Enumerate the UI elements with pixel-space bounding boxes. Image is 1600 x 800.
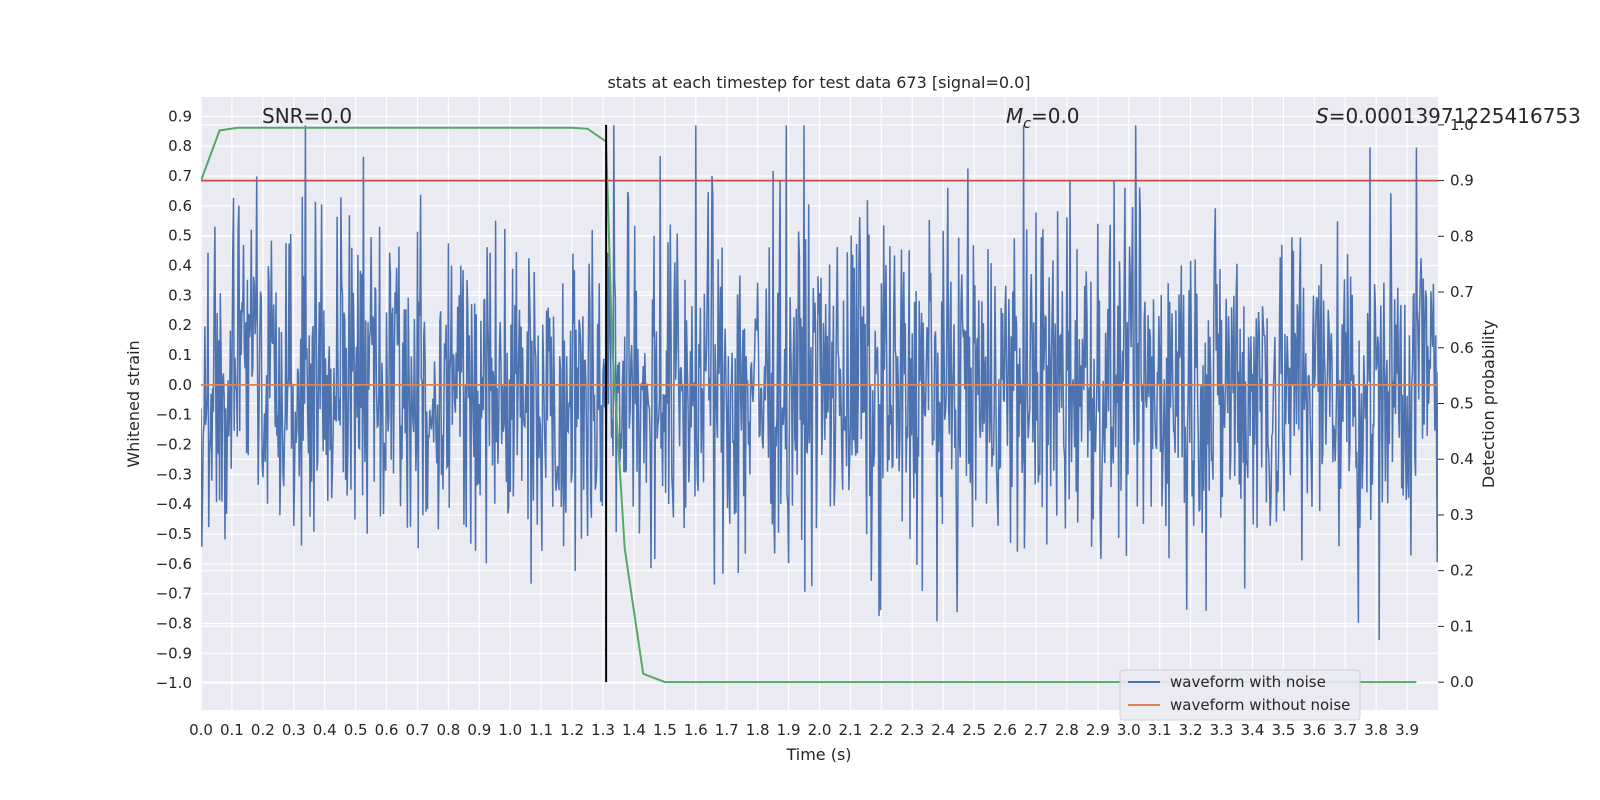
s-symbol: S xyxy=(1316,104,1329,128)
y-tick-label: −0.3 xyxy=(156,465,192,483)
x-tick-label: 3.3 xyxy=(1210,721,1234,739)
detection-probability-line xyxy=(201,126,1417,684)
x-tick-label: 0.3 xyxy=(282,721,306,739)
y-tick-label: −0.1 xyxy=(156,406,192,424)
x-tick-label: 1.3 xyxy=(591,721,615,739)
x-tick-label: 2.6 xyxy=(993,721,1017,739)
x-tick-label: 1.4 xyxy=(622,721,646,739)
x-tick-label: 2.3 xyxy=(900,721,924,739)
x-tick-label: 2.8 xyxy=(1055,721,1079,739)
x-tick-label: 3.8 xyxy=(1364,721,1388,739)
y-tick-label: −0.5 xyxy=(156,525,192,543)
y2-tick-label: 0.6 xyxy=(1450,339,1474,357)
x-tick-label: 0.6 xyxy=(375,721,399,739)
y-tick-label: −0.9 xyxy=(156,644,192,662)
y2-tick-label: 0.7 xyxy=(1450,283,1474,301)
y-tick-label: 0.5 xyxy=(168,227,192,245)
x-tick-label: 0.8 xyxy=(436,721,460,739)
x-tick-label: 2.2 xyxy=(869,721,893,739)
y2-tick-label: 0.8 xyxy=(1450,227,1474,245)
x-tick-labels: 0.0 0.1 0.2 0.3 0.4 0.5 0.6 0.7 0.8 0.9 1.0 1.1 1.2 1… xyxy=(189,721,1419,739)
x-tick-label: 3.0 xyxy=(1117,721,1141,739)
x-tick-label: 2.9 xyxy=(1086,721,1110,739)
legend-box xyxy=(1119,669,1361,721)
x-tick-label: 0.0 xyxy=(189,721,213,739)
chirp-mass-annotation: Mc=0.0 xyxy=(1006,104,1080,132)
x-tick-label: 3.7 xyxy=(1333,721,1357,739)
y2-tick-label: 0.5 xyxy=(1450,395,1474,413)
x-tick-label: 0.1 xyxy=(220,721,244,739)
x-tick-label: 1.6 xyxy=(684,721,708,739)
x-tick-label: 3.2 xyxy=(1179,721,1203,739)
x-tick-label: 2.7 xyxy=(1024,721,1048,739)
x-tick-label: 3.1 xyxy=(1148,721,1172,739)
x-tick-label: 3.6 xyxy=(1302,721,1326,739)
legend: waveform with noise waveform without noi… xyxy=(1119,669,1361,721)
x-tick-label: 2.1 xyxy=(838,721,862,739)
y-tick-label: 0.6 xyxy=(168,197,192,215)
x-tick-label: 1.2 xyxy=(560,721,584,739)
x-tick-label: 1.5 xyxy=(653,721,677,739)
y-tick-label: 0.8 xyxy=(168,137,192,155)
x-axis-label: Time (s) xyxy=(785,745,851,764)
x-tick-label: 0.2 xyxy=(251,721,275,739)
y2-tick-label: 0.3 xyxy=(1450,506,1474,524)
y-tick-label: −0.4 xyxy=(156,495,192,513)
y-tick-label: −0.8 xyxy=(156,614,192,632)
x-tick-label: 0.7 xyxy=(406,721,430,739)
y2-tick-label: 1.0 xyxy=(1450,116,1474,134)
x-tick-label: 1.0 xyxy=(498,721,522,739)
y2-tick-label: 0.4 xyxy=(1450,450,1474,468)
y2-tick-label: 0.0 xyxy=(1450,673,1474,691)
x-tick-label: 2.4 xyxy=(931,721,955,739)
y-tick-label: 0.4 xyxy=(168,257,192,275)
waveform-with-noise-line xyxy=(201,125,1438,641)
x-tick-label: 2.0 xyxy=(808,721,832,739)
y-axis-label: Whitened strain xyxy=(124,340,143,467)
s-value: =0.00013971225416753 xyxy=(1329,104,1581,128)
x-tick-label: 0.9 xyxy=(467,721,491,739)
x-tick-label: 1.7 xyxy=(715,721,739,739)
y-tick-label: 0.9 xyxy=(168,107,192,125)
snr-annotation: SNR=0.0 xyxy=(262,104,352,128)
legend-label-clean: waveform without noise xyxy=(1170,696,1350,714)
y-tick-label: 0.1 xyxy=(168,346,192,364)
y-tick-label: −1.0 xyxy=(156,674,192,692)
y-tick-label: 0.0 xyxy=(168,376,192,394)
chirp-mass-symbol: M xyxy=(1006,104,1023,128)
x-tick-label: 1.9 xyxy=(777,721,801,739)
s-annotation: S=0.00013971225416753 xyxy=(1316,104,1581,128)
y2-tick-label: 0.9 xyxy=(1450,172,1474,190)
x-tick-label: 1.1 xyxy=(529,721,553,739)
chart-title: stats at each timestep for test data 673… xyxy=(607,73,1030,92)
x-tick-label: 1.8 xyxy=(746,721,770,739)
y-tick-label: 0.2 xyxy=(168,316,192,334)
right-y-tick-labels: 1.0 0.9 0.8 0.7 0.6 0.5 0.4 0.3 0.2 0.1 0.0 xyxy=(1438,116,1474,691)
x-tick-label: 0.5 xyxy=(344,721,368,739)
y-tick-label: 0.7 xyxy=(168,167,192,185)
right-y-axis-label: Detection probability xyxy=(1479,320,1498,488)
y-tick-label: −0.2 xyxy=(156,436,192,454)
y-tick-labels: 0.9 0.8 0.7 0.6 0.5 0.4 0.3 0.2 0.1 0.0 −0.1 −0.2 −0… xyxy=(156,107,192,692)
x-tick-label: 0.4 xyxy=(313,721,337,739)
y-tick-label: 0.3 xyxy=(168,286,192,304)
chirp-mass-value: =0.0 xyxy=(1031,104,1080,128)
chirp-mass-subscript: c xyxy=(1023,116,1031,132)
x-tick-label: 3.4 xyxy=(1241,721,1265,739)
y2-tick-label: 0.2 xyxy=(1450,562,1474,580)
y-tick-label: −0.7 xyxy=(156,585,192,603)
x-tick-label: 2.5 xyxy=(962,721,986,739)
x-tick-label: 3.9 xyxy=(1395,721,1419,739)
y-tick-label: −0.6 xyxy=(156,555,192,573)
y2-tick-label: 0.1 xyxy=(1450,617,1474,635)
x-tick-label: 3.5 xyxy=(1271,721,1295,739)
legend-label-noise: waveform with noise xyxy=(1170,673,1326,691)
